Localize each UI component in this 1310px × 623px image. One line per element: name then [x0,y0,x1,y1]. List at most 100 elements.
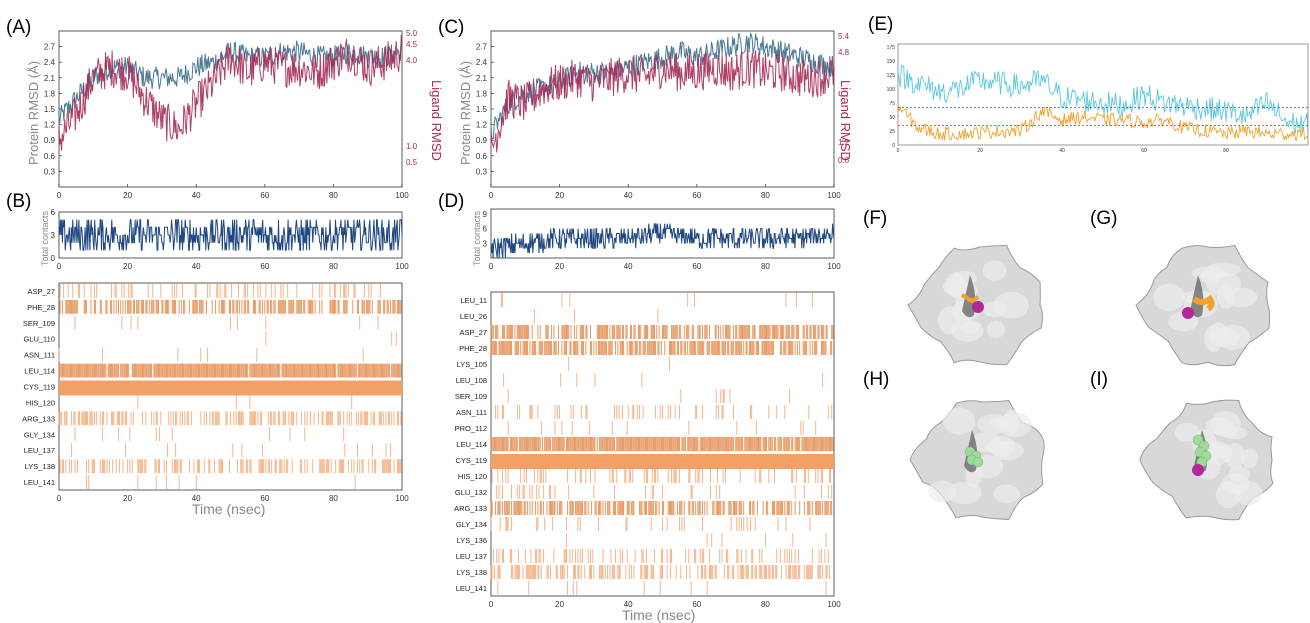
protein-rmsd-line-c [490,31,835,140]
y-right-tick-label-c: 0.6 [838,156,850,165]
contact-marks-b [59,299,402,314]
residue-label-b: GLU_110 [23,335,55,344]
contact-marks-b [58,411,402,426]
surface-highlight [1228,465,1250,482]
surface-highlight [986,320,1006,339]
surface-highlight [950,319,984,342]
contacts-y-tick-label-b: 6 [51,208,56,217]
y-right-tick-label-a: 0.5 [406,158,418,167]
y-tick-label-c: 0.3 [476,167,488,176]
x-tick-label-c: 60 [692,191,701,200]
heatmap-x-tick-label-b: 20 [123,494,132,503]
y-tick-label-c: 2.1 [476,74,488,83]
y-axis-label-b: Total contacts [40,210,50,266]
surface-highlight [982,260,1007,281]
contact-marks-b [74,427,345,442]
contact-marks-d [490,437,834,451]
panel-label-d: (D) [438,191,464,212]
y-tick-label-a: 0.6 [44,152,56,161]
y-tick-label-a: 0.3 [44,167,56,176]
ligand-magenta [1192,464,1204,476]
contacts-x-tick-label-d: 40 [624,262,633,271]
residue-label-d: LEU_114 [456,440,487,449]
contact-marks-d [533,309,659,323]
x-tick-label-a: 20 [123,191,132,200]
surface-highlight [1002,409,1020,436]
surface-highlight [943,407,976,435]
surface-highlight [993,291,1030,319]
y-tick-label-a: 1.5 [44,105,56,114]
contact-marks-d [491,469,832,483]
contact-marks-b [71,443,392,458]
contacts-x-tick-label-d: 80 [761,262,770,271]
surface-highlight [1153,283,1185,312]
surface-highlight [1215,325,1251,350]
heatmap-x-tick-label-b: 0 [57,494,62,503]
surface-highlight [1215,480,1241,509]
x-tick-label-a: 40 [192,191,201,200]
cyan-distance-line [897,64,1309,137]
y-right-tick-label-a: 1.0 [406,142,418,151]
panel-label-g: (G) [1090,208,1117,229]
protein-surface-g [1135,244,1271,367]
contact-marks-d [568,357,670,371]
ligand-magenta [972,301,984,313]
contacts-x-tick-label-b: 100 [395,262,409,271]
contact-marks-b [137,395,353,410]
panel-label-b: (B) [6,191,31,212]
contacts-frame-d [490,208,835,259]
contacts-x-tick-label-b: 80 [329,262,338,271]
y-axis-right-label-a: Ligand RMSD [429,80,444,161]
x-tick-label-a: 80 [329,191,338,200]
y-tick-label-e: 0 [892,143,895,149]
x-tick-label-c: 40 [624,191,633,200]
contact-marks-d [490,325,834,339]
residue-label-b: GLY_134 [24,430,55,439]
contact-marks-b [59,284,381,298]
protein-rmsd-line-a [58,40,403,123]
y-tick-label-a: 0.9 [44,136,56,145]
contacts-x-tick-label-b: 60 [260,262,269,271]
panel-label-i: (I) [1090,369,1108,390]
residue-label-d: LEU_26 [460,312,487,321]
y-tick-label-e: 25 [889,129,895,135]
contacts-line-d [490,223,835,259]
contact-band-b [59,380,402,396]
residue-label-d: HIS_120 [458,472,487,481]
residue-label-b: HIS_120 [26,398,55,407]
residue-label-d: LYS_136 [457,536,487,545]
heatmap-x-tick-label-d: 100 [827,600,841,609]
residue-label-b: CYS_119 [23,383,55,392]
x-tick-label-e: 60 [1141,148,1147,154]
y-right-tick-label-a: 4.0 [406,56,418,65]
contact-marks-d [490,501,833,515]
residue-label-d: LEU_141 [456,584,487,593]
contacts-y-tick-label-d: 9 [483,210,488,219]
contact-marks-b [85,475,356,489]
ligand-orange [1192,294,1215,312]
residue-label-b: ASN_111 [24,351,55,360]
y-axis-label-d: Total contacts [472,210,482,266]
residue-label-d: SER_109 [455,392,487,401]
heatmap-x-tick-label-b: 40 [192,494,201,503]
heatmap-x-tick-label-b: 60 [260,494,269,503]
x-tick-label-a: 60 [260,191,269,200]
protein-surface-f [907,244,1043,366]
y-tick-label-a: 2.4 [44,58,56,67]
protein-surface-h [909,399,1045,521]
contact-marks-b [265,331,397,346]
contact-marks-d [503,373,824,387]
rmsd-plot-c: 0.3 0.6 0.9 1.2 1.5 1.8 2.1 2.4 2.7 0 20 40 60 80 100 5… [476,30,850,200]
y-tick-label-e: 175 [887,45,896,51]
orange-distance-line [897,104,1309,142]
surface-highlight [1224,287,1258,308]
residue-label-d: PRO_112 [455,424,487,433]
contacts-heatmap-b: ASP_27 PHE_28 SER_109 GLU_110 ASN_111 LEU_114… [22,282,409,503]
y-tick-label-c: 2.4 [476,58,488,67]
residue-label-d: CYS_119 [455,456,487,465]
x-tick-label-c: 20 [555,191,564,200]
ligand-rmsd-line-c [490,49,835,153]
x-tick-label-c: 0 [489,191,494,200]
x-tick-label-c: 80 [761,191,770,200]
